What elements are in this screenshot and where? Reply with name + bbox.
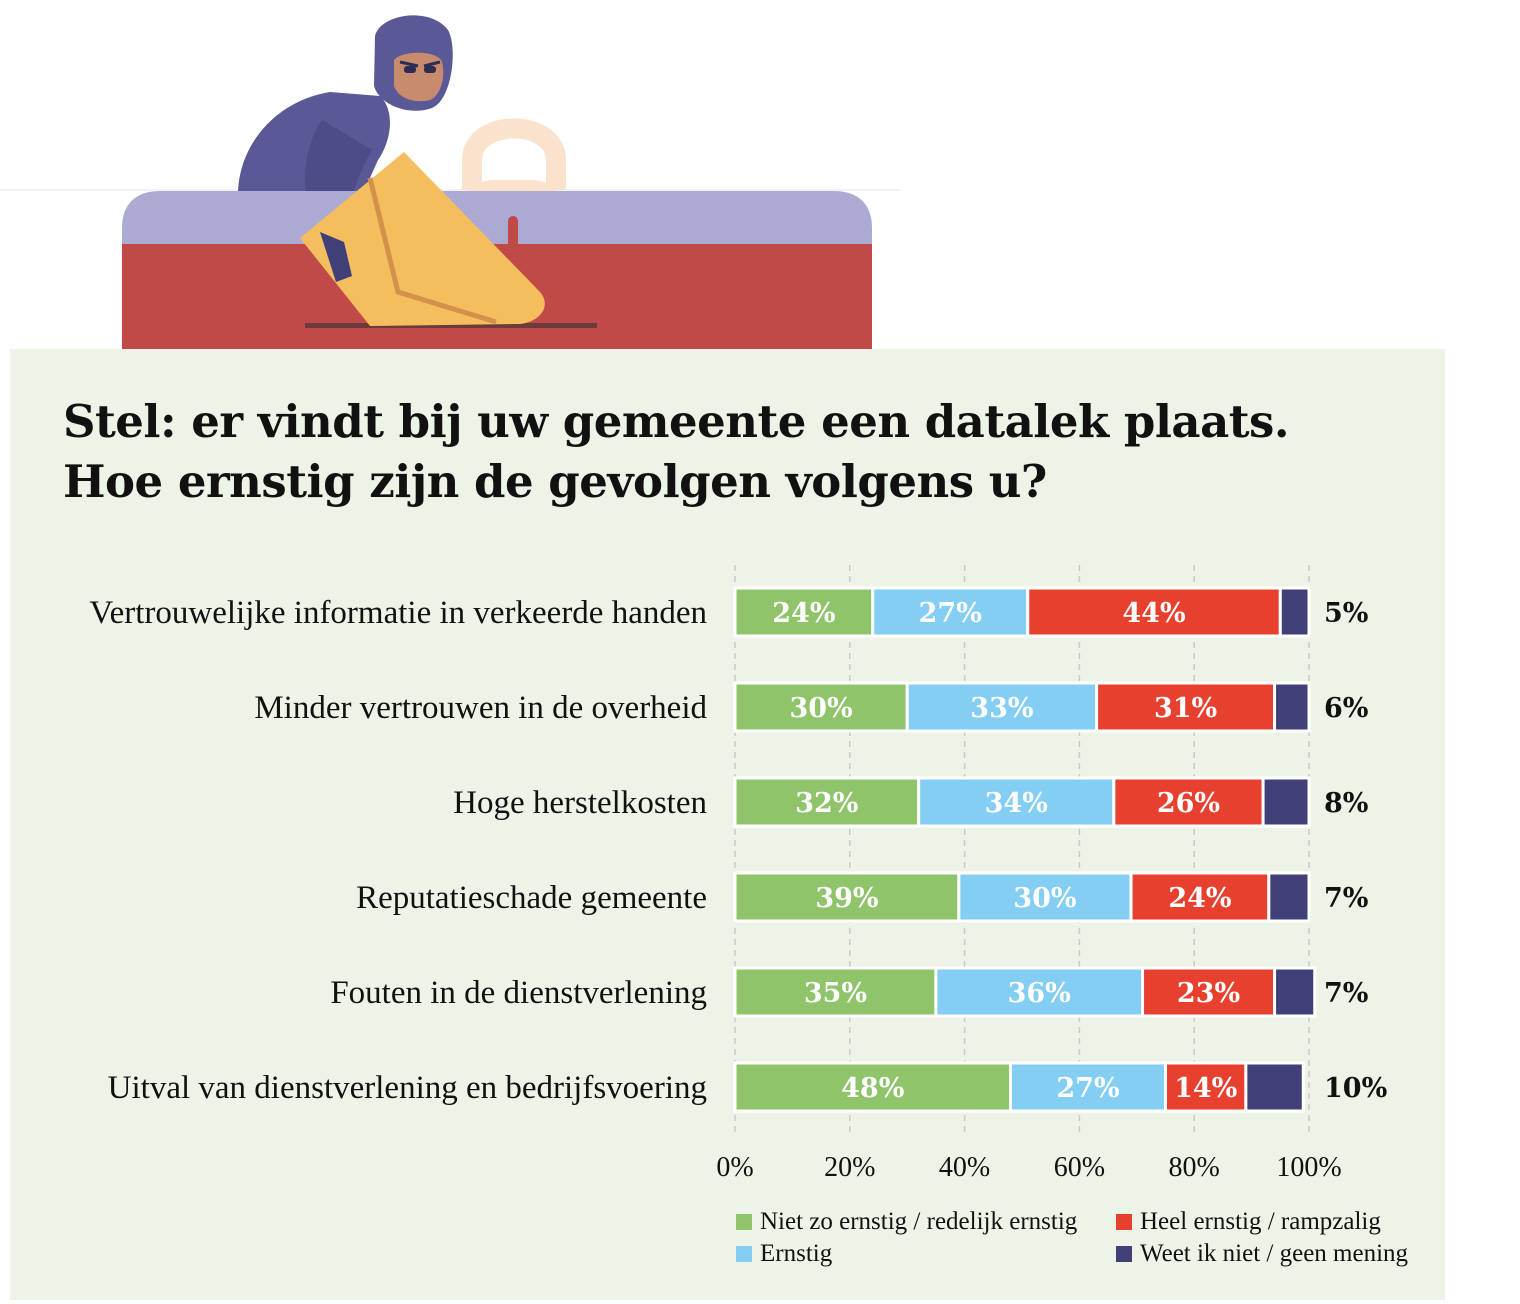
bar-segment-niet-zo-ernstig-redelijk-ernstig-4 <box>733 966 938 1018</box>
data-label-heel-ernstig-rampzalig-0: 44% <box>1122 598 1185 629</box>
bar-segment-ernstig-5 <box>1009 1061 1168 1113</box>
envelope-icon <box>300 152 545 326</box>
legend-swatch-red <box>1116 1214 1132 1230</box>
bar-segment-weet-ik-niet-geen-mening-1 <box>1273 681 1311 733</box>
bar-segment-heel-ernstig-rampzalig-2 <box>1112 776 1265 828</box>
legend-swatch-green <box>736 1214 752 1230</box>
category-label-2: Hoge herstelkosten <box>453 785 707 821</box>
category-label-1: Minder vertrouwen in de overheid <box>254 690 707 726</box>
bar-segment-ernstig-2 <box>917 776 1116 828</box>
bar-segment-heel-ernstig-rampzalig-1 <box>1095 681 1277 733</box>
bar-segment-weet-ik-niet-geen-mening-3 <box>1267 871 1311 923</box>
data-label-heel-ernstig-rampzalig-4: 23% <box>1177 978 1240 1009</box>
category-label-3: Reputatieschade gemeente <box>356 880 707 916</box>
data-label-weet-ik-niet-geen-mening-4: 7% <box>1324 978 1368 1009</box>
bar-segment-niet-zo-ernstig-redelijk-ernstig-2 <box>733 776 921 828</box>
bar-segment-heel-ernstig-rampzalig-4 <box>1141 966 1277 1018</box>
legend-swatch-navy <box>1116 1246 1132 1262</box>
chart-title-line-2: Hoe ernstig zijn de gevolgen volgens u? <box>63 455 1047 508</box>
chart-title: Stel: er vindt bij uw gemeente een datal… <box>63 392 1290 512</box>
data-label-niet-zo-ernstig-redelijk-ernstig-1: 30% <box>789 693 852 724</box>
data-label-ernstig-2: 34% <box>985 788 1048 819</box>
legend-item-weet-ik-niet: Weet ik niet / geen mening <box>1116 1240 1408 1268</box>
legend-item-heel-ernstig: Heel ernstig / rampzalig <box>1116 1208 1381 1236</box>
legend: Niet zo ernstig / redelijk ernstig Ernst… <box>736 1208 1436 1272</box>
bar-segment-heel-ernstig-rampzalig-5 <box>1164 1061 1248 1113</box>
legend-label: Niet zo ernstig / redelijk ernstig <box>760 1208 1078 1235</box>
x-tick-label-60: 60% <box>1054 1152 1105 1183</box>
bar-segment-niet-zo-ernstig-redelijk-ernstig-5 <box>733 1061 1013 1113</box>
category-label-5: Uitval van dienstverlening en bedrijfsvo… <box>108 1070 707 1106</box>
bar-segment-ernstig-3 <box>957 871 1133 923</box>
bar-segment-weet-ik-niet-geen-mening-4 <box>1273 966 1317 1018</box>
data-label-ernstig-1: 33% <box>970 693 1033 724</box>
data-label-weet-ik-niet-geen-mening-2: 8% <box>1324 788 1368 819</box>
data-label-weet-ik-niet-geen-mening-1: 6% <box>1324 693 1368 724</box>
legend-item-ernstig: Ernstig <box>736 1240 832 1268</box>
legend-label: Heel ernstig / rampzalig <box>1140 1208 1381 1235</box>
legend-label: Ernstig <box>760 1240 833 1267</box>
bar-segment-niet-zo-ernstig-redelijk-ernstig-3 <box>733 871 961 923</box>
data-label-heel-ernstig-rampzalig-2: 26% <box>1157 788 1220 819</box>
bar-segment-heel-ernstig-rampzalig-3 <box>1129 871 1271 923</box>
data-label-heel-ernstig-rampzalig-3: 24% <box>1168 883 1231 914</box>
data-label-heel-ernstig-rampzalig-1: 31% <box>1154 693 1217 724</box>
data-label-ernstig-5: 27% <box>1056 1073 1119 1104</box>
bar-segment-weet-ik-niet-geen-mening-2 <box>1261 776 1311 828</box>
data-label-weet-ik-niet-geen-mening-0: 5% <box>1324 598 1368 629</box>
legend-label: Weet ik niet / geen mening <box>1140 1240 1409 1267</box>
category-label-0: Vertrouwelijke informatie in verkeerde h… <box>89 595 707 631</box>
data-label-niet-zo-ernstig-redelijk-ernstig-3: 39% <box>815 883 878 914</box>
bar-segment-ernstig-1 <box>905 681 1099 733</box>
bar-segment-ernstig-0 <box>871 586 1030 638</box>
data-label-niet-zo-ernstig-redelijk-ernstig-0: 24% <box>772 598 835 629</box>
x-tick-label-80: 80% <box>1169 1152 1220 1183</box>
data-label-niet-zo-ernstig-redelijk-ernstig-4: 35% <box>804 978 867 1009</box>
bar-segment-niet-zo-ernstig-redelijk-ernstig-1 <box>733 681 909 733</box>
data-label-ernstig-0: 27% <box>919 598 982 629</box>
data-label-niet-zo-ernstig-redelijk-ernstig-2: 32% <box>795 788 858 819</box>
data-label-niet-zo-ernstig-redelijk-ernstig-5: 48% <box>841 1073 904 1104</box>
category-label-4: Fouten in de dienstverlening <box>330 975 707 1011</box>
x-tick-label-20: 20% <box>824 1152 875 1183</box>
hacker-illustration <box>0 15 900 349</box>
x-tick-label-40: 40% <box>939 1152 990 1183</box>
x-tick-label-100: 100% <box>1276 1152 1341 1183</box>
x-tick-label-0: 0% <box>716 1152 753 1183</box>
data-label-weet-ik-niet-geen-mening-5: 10% <box>1324 1073 1387 1104</box>
legend-item-niet-zo-ernstig: Niet zo ernstig / redelijk ernstig <box>736 1208 1077 1236</box>
data-label-weet-ik-niet-geen-mening-3: 7% <box>1324 883 1368 914</box>
chart-title-line-1: Stel: er vindt bij uw gemeente een datal… <box>63 395 1290 448</box>
data-label-heel-ernstig-rampzalig-5: 14% <box>1174 1073 1237 1104</box>
legend-swatch-blue <box>736 1246 752 1262</box>
bar-segment-weet-ik-niet-geen-mening-0 <box>1278 586 1311 638</box>
bar-segment-weet-ik-niet-geen-mening-5 <box>1244 1061 1305 1113</box>
data-label-ernstig-4: 36% <box>1008 978 1071 1009</box>
data-label-ernstig-3: 30% <box>1013 883 1076 914</box>
bar-segment-niet-zo-ernstig-redelijk-ernstig-0 <box>733 586 875 638</box>
